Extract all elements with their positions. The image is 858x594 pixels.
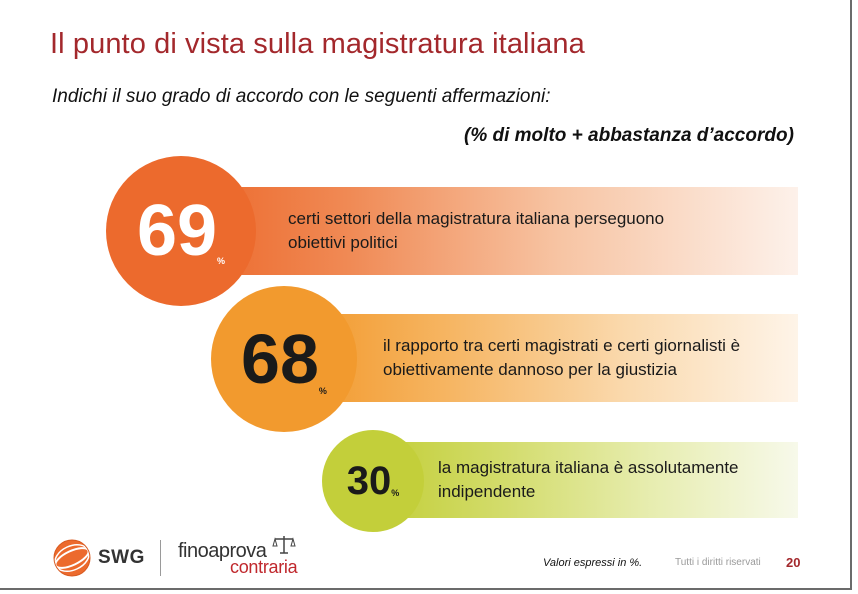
statement-bar-2: il rapporto tra certi magistrati e certi… <box>305 314 798 402</box>
percent-value-3: 30 <box>346 459 392 503</box>
percent-circle-1: 69 % <box>106 156 256 306</box>
brand-top: finoaprova <box>178 540 267 562</box>
slide-title: Il punto di vista sulla magistratura ita… <box>50 28 585 60</box>
page-number: 20 <box>786 555 801 570</box>
footer-rights: Tutti i diritti riservati <box>675 557 761 568</box>
question-text: Indichi il suo grado di accordo con le s… <box>52 86 551 107</box>
statement-text-3: la magistratura italiana è assolutamente… <box>438 458 739 501</box>
percent-unit-3: % <box>391 488 400 498</box>
scales-icon <box>272 536 296 554</box>
finoaprova-logo: finoaprova contraria <box>178 540 298 578</box>
percent-value-1: 69 <box>136 191 218 271</box>
percent-circle-2: 68 % <box>211 286 357 432</box>
swg-logo: SWG <box>52 538 145 578</box>
statement-bar-3: la magistratura italiana è assolutamente… <box>380 442 798 518</box>
statement-text-1: certi settori della magistratura italian… <box>288 209 665 252</box>
measure-note: (% di molto + abbastanza d’accordo) <box>464 125 794 146</box>
percent-unit-2: % <box>318 386 327 396</box>
footer-note: Valori espressi in %. <box>543 557 643 569</box>
brand-bottom: contraria <box>230 557 298 577</box>
swg-label: SWG <box>98 547 145 568</box>
footer-divider <box>160 540 161 576</box>
percent-unit-1: % <box>217 256 226 266</box>
statement-text-2: il rapporto tra certi magistrati e certi… <box>383 336 741 379</box>
globe-icon <box>53 539 91 577</box>
statement-bar-1: certi settori della magistratura italian… <box>200 187 798 275</box>
percent-circle-3: 30 % <box>322 430 424 532</box>
percent-value-2: 68 <box>241 320 319 398</box>
